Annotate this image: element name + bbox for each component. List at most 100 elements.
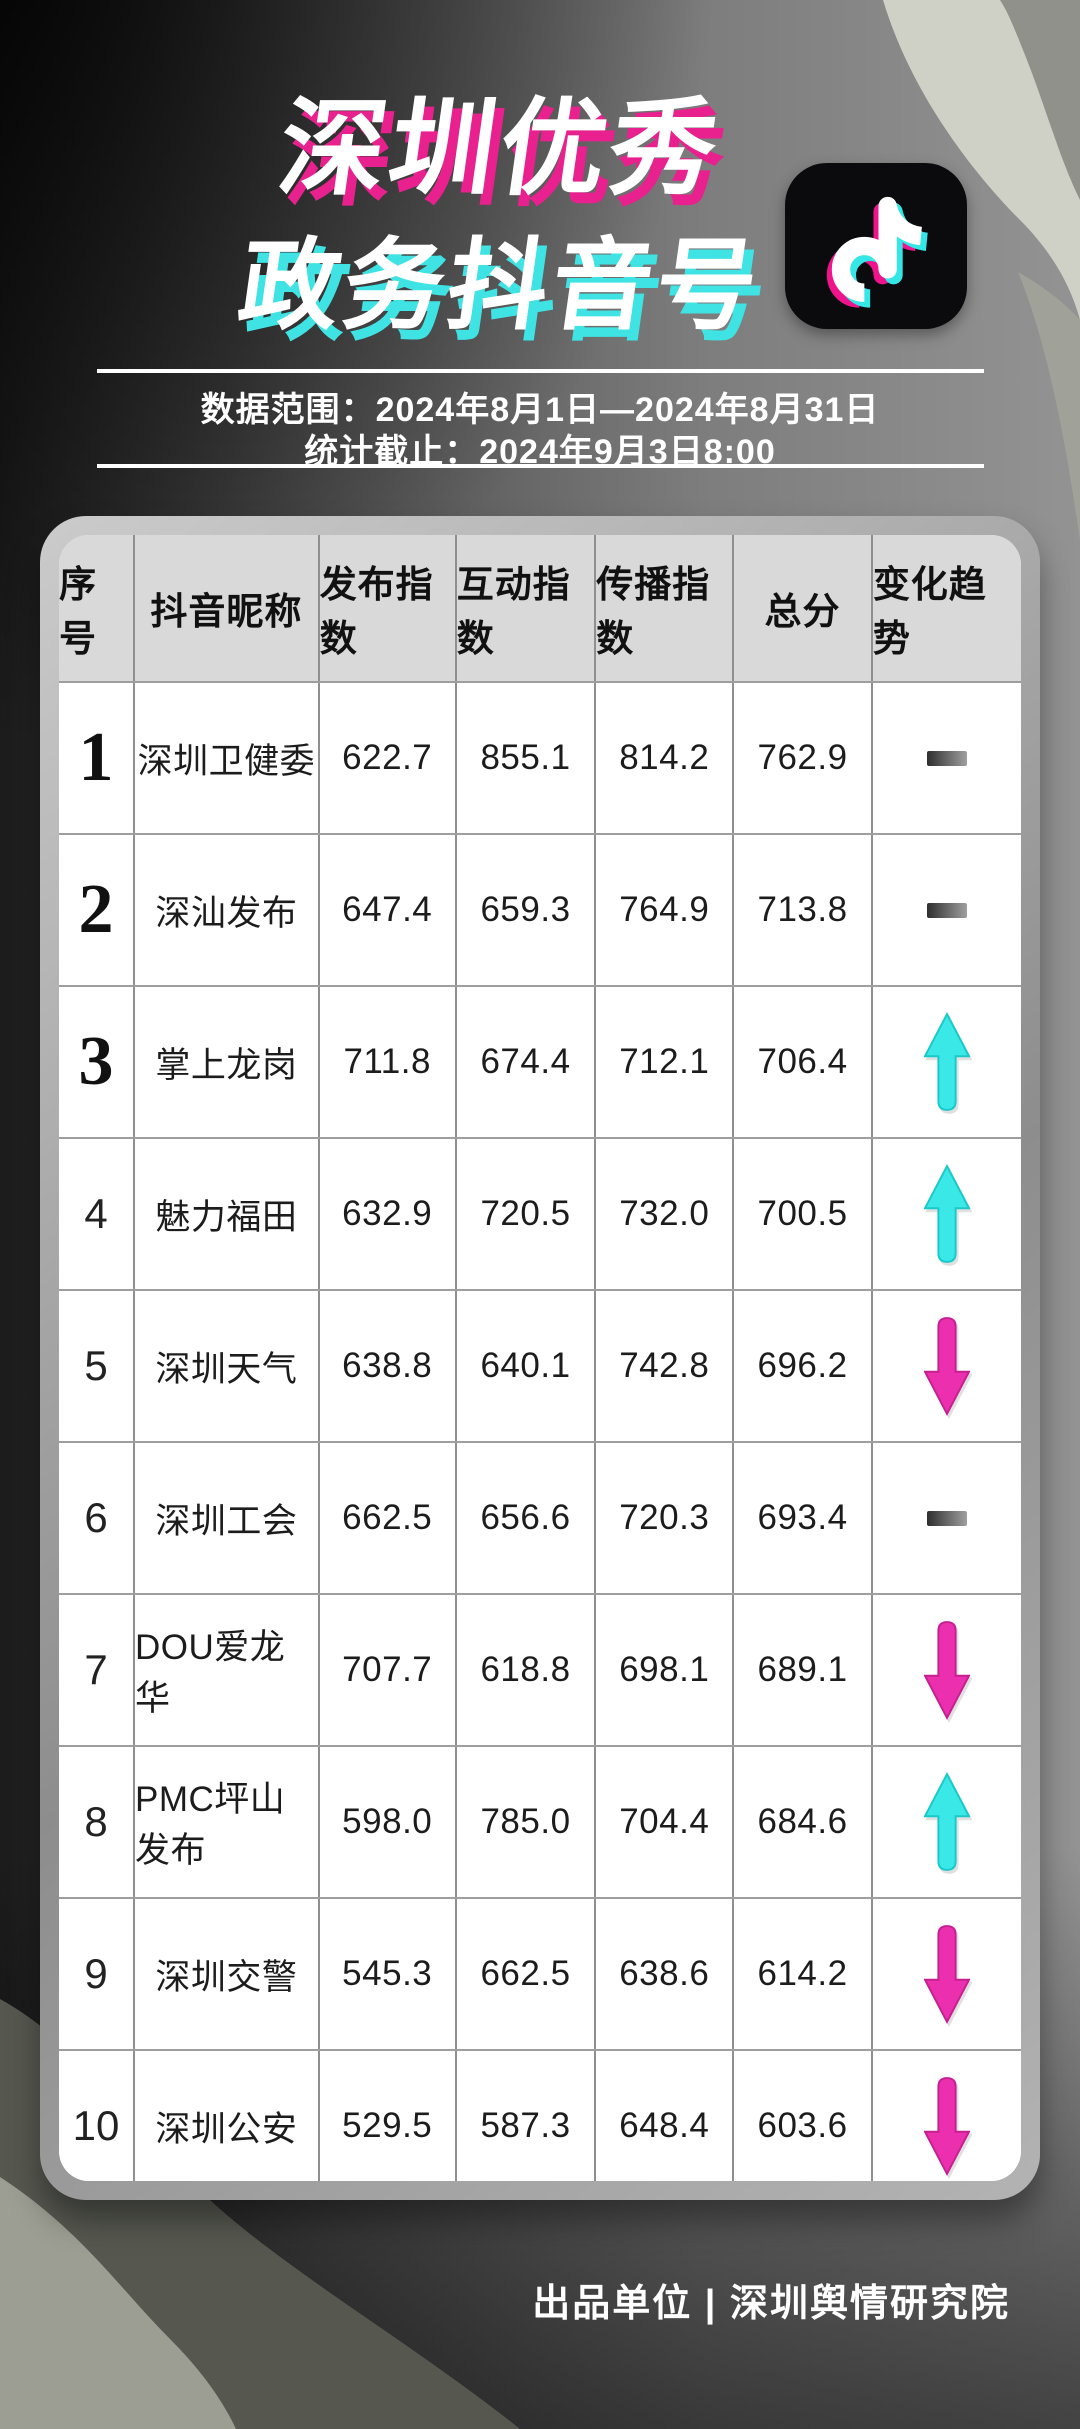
interact-index-cell: 659.3 — [457, 835, 597, 985]
publish-index-cell: 545.3 — [320, 1899, 457, 2049]
up-arrow-icon — [923, 1012, 970, 1111]
nickname-cell: 深圳交警 — [135, 1899, 320, 2049]
total-score-cell: 614.2 — [734, 1899, 873, 2049]
interact-index-cell: 656.6 — [457, 1443, 597, 1593]
up-arrow-icon — [923, 1164, 970, 1263]
table-row: 9 深圳交警 545.3 662.5 638.6 614.2 — [59, 1897, 1021, 2049]
nickname-cell: 深汕发布 — [135, 835, 320, 985]
total-score-cell: 700.5 — [734, 1139, 873, 1289]
table-row: 3 掌上龙岗 711.8 674.4 712.1 706.4 — [59, 985, 1021, 1137]
top-divider-line — [97, 369, 984, 373]
total-score-cell: 689.1 — [734, 1595, 873, 1745]
page-title-line1: 深圳优秀 — [271, 90, 729, 208]
down-arrow-icon — [923, 1621, 970, 1720]
nickname-cell: PMC坪山发布 — [135, 1747, 320, 1897]
flat-dash-icon — [926, 902, 967, 918]
publish-index-cell: 638.8 — [320, 1291, 457, 1441]
flat-dash-icon — [926, 750, 967, 766]
interact-index-cell: 785.0 — [457, 1747, 597, 1897]
table-row: 1 深圳卫健委 622.7 855.1 814.2 762.9 — [59, 681, 1021, 833]
publish-index-cell: 647.4 — [320, 835, 457, 985]
interact-index-cell: 640.1 — [457, 1291, 597, 1441]
page-title-line2: 政务抖音号 — [232, 230, 768, 342]
nickname-cell: 掌上龙岗 — [135, 987, 320, 1137]
header-trend: 变化趋势 — [872, 564, 987, 659]
trend-cell — [873, 1443, 1021, 1593]
header-spread-index: 传播指数 — [596, 535, 735, 681]
total-score-cell: 693.4 — [734, 1443, 873, 1593]
table-row: 6 深圳工会 662.5 656.6 720.3 693.4 — [59, 1441, 1021, 1593]
table-header-row: 序号 抖音昵称 发布指数 互动指数 传播指数 总分 变化趋势 — [59, 535, 1021, 681]
table-row: 4 魅力福田 632.9 720.5 732.0 700.5 — [59, 1137, 1021, 1289]
total-score-cell: 762.9 — [734, 683, 873, 833]
publish-index-cell: 529.5 — [320, 2051, 457, 2181]
up-arrow-icon — [923, 1772, 970, 1871]
trend-cell — [873, 1291, 1021, 1441]
rank-cell: 4 — [59, 1139, 135, 1289]
spread-index-cell: 704.4 — [596, 1747, 735, 1897]
nickname-cell: 深圳天气 — [135, 1291, 320, 1441]
total-score-cell: 706.4 — [734, 987, 873, 1137]
total-score-cell: 713.8 — [734, 835, 873, 985]
rank-cell: 1 — [59, 683, 135, 833]
nickname-cell: 深圳公安 — [135, 2051, 320, 2181]
nickname-cell: 深圳卫健委 — [135, 683, 320, 833]
spread-index-cell: 638.6 — [596, 1899, 735, 2049]
rank-cell: 3 — [59, 987, 135, 1137]
spread-index-cell: 648.4 — [596, 2051, 735, 2181]
interact-index-cell: 618.8 — [457, 1595, 597, 1745]
trend-cell — [873, 2051, 1021, 2181]
publish-index-cell: 662.5 — [320, 1443, 457, 1593]
trend-cell — [873, 1899, 1021, 2049]
trend-cell — [873, 1139, 1021, 1289]
spread-index-cell: 720.3 — [596, 1443, 735, 1593]
douyin-app-icon — [785, 163, 967, 329]
publish-index-cell: 598.0 — [320, 1747, 457, 1897]
rank-cell: 9 — [59, 1899, 135, 2049]
rank-cell: 2 — [59, 835, 135, 985]
total-score-cell: 696.2 — [734, 1291, 873, 1441]
nickname-cell: 魅力福田 — [135, 1139, 320, 1289]
trend-cell — [873, 683, 1021, 833]
ranking-table-card: 序号 抖音昵称 发布指数 互动指数 传播指数 总分 变化趋势 1 深圳卫健委 6… — [40, 516, 1040, 2200]
spread-index-cell: 742.8 — [596, 1291, 735, 1441]
header-total-score: 总分 — [734, 535, 873, 681]
trend-cell — [873, 987, 1021, 1137]
spread-index-cell: 698.1 — [596, 1595, 735, 1745]
down-arrow-icon — [923, 1925, 970, 2024]
douyin-logo-icon — [826, 196, 929, 308]
rank-cell: 10 — [59, 2051, 135, 2181]
interact-index-cell: 720.5 — [457, 1139, 597, 1289]
footer-credit: 出品单位 | 深圳舆情研究院 — [532, 2283, 1010, 2325]
publish-index-cell: 622.7 — [320, 683, 457, 833]
interact-index-cell: 674.4 — [457, 987, 597, 1137]
rank-cell: 7 — [59, 1595, 135, 1745]
interact-index-cell: 587.3 — [457, 2051, 597, 2181]
table-row: 7 DOU爱龙华 707.7 618.8 698.1 689.1 — [59, 1593, 1021, 1745]
total-score-cell: 684.6 — [734, 1747, 873, 1897]
down-arrow-icon — [923, 1317, 970, 1416]
trend-cell — [873, 835, 1021, 985]
rank-cell: 8 — [59, 1747, 135, 1897]
header-nickname: 抖音昵称 — [135, 535, 320, 681]
table-row: 5 深圳天气 638.8 640.1 742.8 696.2 — [59, 1289, 1021, 1441]
down-arrow-icon — [923, 2077, 970, 2176]
bottom-divider-line — [97, 464, 984, 468]
nickname-cell: 深圳工会 — [135, 1443, 320, 1593]
header-publish-index: 发布指数 — [320, 535, 457, 681]
flat-dash-icon — [926, 1510, 967, 1526]
nickname-cell: DOU爱龙华 — [135, 1595, 320, 1745]
header-interact-index: 互动指数 — [457, 535, 597, 681]
table-row: 8 PMC坪山发布 598.0 785.0 704.4 684.6 — [59, 1745, 1021, 1897]
trend-cell — [873, 1595, 1021, 1745]
interact-index-cell: 855.1 — [457, 683, 597, 833]
table-row: 10 深圳公安 529.5 587.3 648.4 603.6 — [59, 2049, 1021, 2181]
table-row: 2 深汕发布 647.4 659.3 764.9 713.8 — [59, 833, 1021, 985]
publish-index-cell: 632.9 — [320, 1139, 457, 1289]
rank-cell: 6 — [59, 1443, 135, 1593]
spread-index-cell: 712.1 — [596, 987, 735, 1137]
header-rank: 序号 — [59, 535, 135, 681]
data-range-text: 数据范围：2024年8月1日—2024年8月31日 — [200, 391, 880, 429]
interact-index-cell: 662.5 — [457, 1899, 597, 2049]
publish-index-cell: 711.8 — [320, 987, 457, 1137]
